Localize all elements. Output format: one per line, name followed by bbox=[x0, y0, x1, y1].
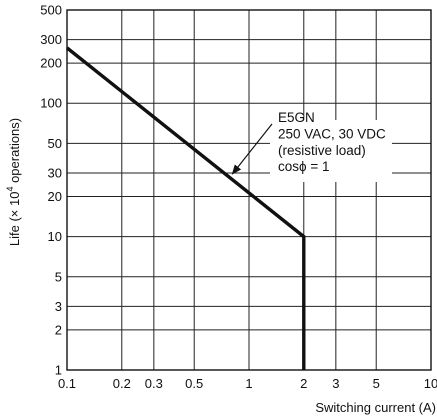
y-label-times: × bbox=[7, 210, 22, 218]
y-label-prefix: Life ( bbox=[7, 217, 22, 247]
y-tick-label: 1 bbox=[55, 363, 62, 378]
x-tick-label: 1 bbox=[245, 376, 252, 391]
y-label-exponent: 4 bbox=[5, 187, 15, 192]
y-tick-label: 10 bbox=[48, 229, 62, 244]
y-label-base: 10 bbox=[7, 192, 22, 210]
x-tick-label: 0.1 bbox=[58, 376, 76, 391]
y-tick-label: 2 bbox=[55, 322, 62, 337]
y-tick-label: 20 bbox=[48, 189, 62, 204]
y-tick-label: 30 bbox=[48, 165, 62, 180]
grid bbox=[66, 9, 432, 371]
x-tick-label: 0.5 bbox=[185, 376, 203, 391]
annotation-line: E5GN bbox=[278, 110, 315, 125]
y-axis-label: Life (× 104 operations) bbox=[5, 118, 22, 246]
annotation-line: 250 VAC, 30 VDC bbox=[278, 126, 386, 141]
x-tick-label: 10 bbox=[424, 376, 437, 391]
x-tick-label: 5 bbox=[373, 376, 380, 391]
y-tick-label: 500 bbox=[40, 3, 62, 18]
x-axis-label: Switching current (A) bbox=[315, 400, 436, 415]
y-tick-labels: 1 2 3 5 10 20 30 50 100 200 300 500 bbox=[40, 3, 62, 378]
y-tick-label: 300 bbox=[40, 32, 62, 47]
y-tick-label: 200 bbox=[40, 56, 62, 71]
annotation-arrow bbox=[231, 123, 273, 175]
annotation-background bbox=[270, 120, 392, 182]
y-tick-label: 100 bbox=[40, 96, 62, 111]
annotation-line: cosϕ = 1 bbox=[278, 159, 329, 174]
y-label-suffix: operations) bbox=[7, 118, 22, 187]
x-tick-label: 0.3 bbox=[145, 376, 163, 391]
life-curve-line bbox=[65, 46, 306, 370]
annotation-line: (resistive load) bbox=[278, 143, 366, 158]
y-tick-label: 50 bbox=[48, 136, 62, 151]
series bbox=[65, 46, 306, 370]
y-tick-label: 5 bbox=[55, 269, 62, 284]
x-tick-label: 3 bbox=[332, 376, 339, 391]
x-tick-label: 0.2 bbox=[113, 376, 131, 391]
y-tick-label: 3 bbox=[55, 299, 62, 314]
x-tick-label: 2 bbox=[300, 376, 307, 391]
x-tick-labels: 0.1 0.2 0.3 0.5 1 2 3 5 10 bbox=[58, 376, 437, 391]
plot-frame bbox=[66, 9, 432, 371]
